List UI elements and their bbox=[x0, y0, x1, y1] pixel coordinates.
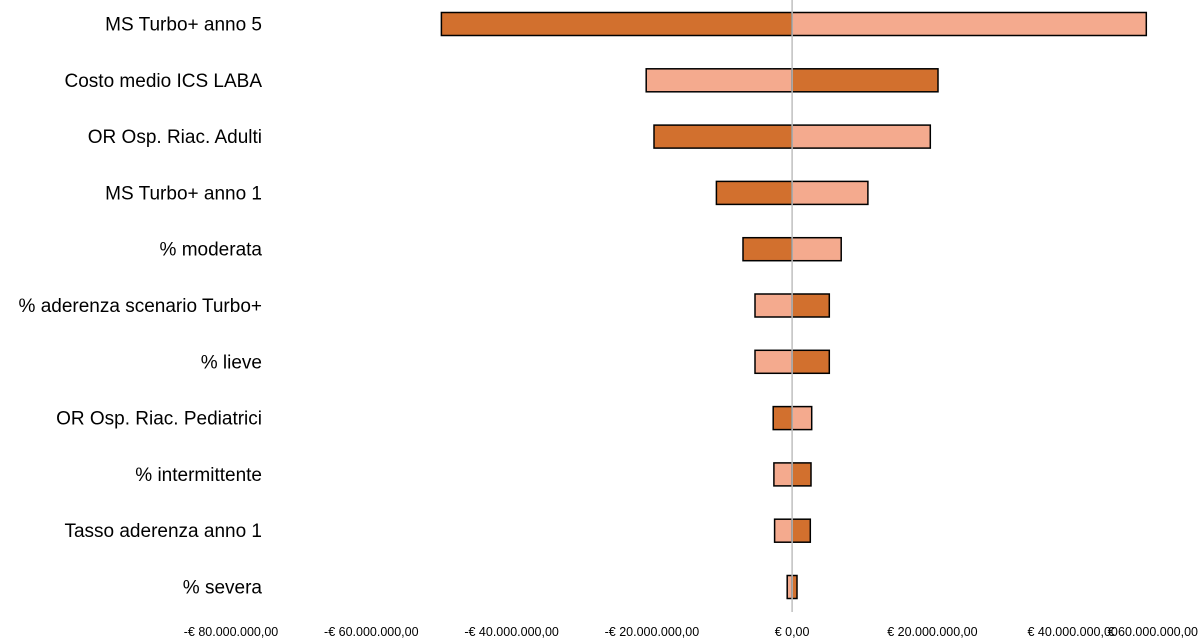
bar-negative bbox=[645, 68, 793, 93]
x-tick-label: € 40.000.000,00 bbox=[1028, 625, 1118, 639]
bar-positive bbox=[791, 293, 831, 318]
bar-positive bbox=[791, 405, 813, 431]
bar-row: % moderata bbox=[160, 236, 842, 262]
bar-positive bbox=[791, 236, 842, 262]
bar-positive bbox=[791, 124, 932, 149]
bar-row: % severa bbox=[183, 574, 798, 600]
x-tick-label: € 0,00 bbox=[775, 625, 810, 639]
bar-row: MS Turbo+ anno 1 bbox=[105, 180, 869, 206]
bar-row: OR Osp. Riac. Adulti bbox=[88, 124, 932, 149]
bar-negative bbox=[440, 11, 793, 37]
category-label: MS Turbo+ anno 1 bbox=[105, 183, 262, 204]
bar-positive bbox=[791, 180, 869, 206]
bar-negative bbox=[715, 180, 793, 206]
bar-positive bbox=[791, 462, 812, 487]
bar-row: MS Turbo+ anno 5 bbox=[105, 11, 1148, 37]
category-label: % aderenza scenario Turbo+ bbox=[19, 296, 262, 317]
bar-row: Costo medio ICS LABA bbox=[65, 68, 939, 93]
category-label: OR Osp. Riac. Adulti bbox=[88, 127, 262, 148]
x-tick-label: -€ 80.000.000,00 bbox=[184, 625, 279, 639]
x-tick-label: € 60.000.000,00 bbox=[1108, 625, 1198, 639]
bar-row: Tasso aderenza anno 1 bbox=[64, 518, 812, 543]
bar-negative bbox=[773, 518, 793, 543]
bar-negative bbox=[653, 124, 793, 149]
bar-row: % aderenza scenario Turbo+ bbox=[19, 293, 831, 318]
x-tick-label: -€ 20.000.000,00 bbox=[605, 625, 700, 639]
bar-negative bbox=[742, 236, 793, 262]
bar-row: % intermittente bbox=[135, 462, 812, 487]
bar-positive bbox=[791, 11, 1148, 37]
x-tick-label: -€ 40.000.000,00 bbox=[464, 625, 559, 639]
category-label: % moderata bbox=[160, 240, 263, 261]
x-tick-label: € 20.000.000,00 bbox=[887, 625, 977, 639]
category-label: Tasso aderenza anno 1 bbox=[64, 521, 262, 542]
bar-negative bbox=[772, 405, 793, 431]
bar-negative bbox=[754, 293, 793, 318]
category-label: OR Osp. Riac. Pediatrici bbox=[56, 409, 262, 430]
bar-row: % lieve bbox=[201, 349, 831, 375]
category-label: % lieve bbox=[201, 352, 262, 373]
bar-negative bbox=[754, 349, 793, 375]
category-label: MS Turbo+ anno 5 bbox=[105, 15, 262, 36]
bar-positive bbox=[791, 349, 831, 375]
category-label: % intermittente bbox=[135, 465, 262, 486]
bar-positive bbox=[791, 68, 939, 93]
bar-row: OR Osp. Riac. Pediatrici bbox=[56, 405, 813, 431]
bar-negative bbox=[773, 462, 793, 487]
x-tick-label: -€ 60.000.000,00 bbox=[324, 625, 419, 639]
category-label: % severa bbox=[183, 578, 263, 599]
category-label: Costo medio ICS LABA bbox=[65, 71, 263, 92]
bar-positive bbox=[791, 518, 812, 543]
